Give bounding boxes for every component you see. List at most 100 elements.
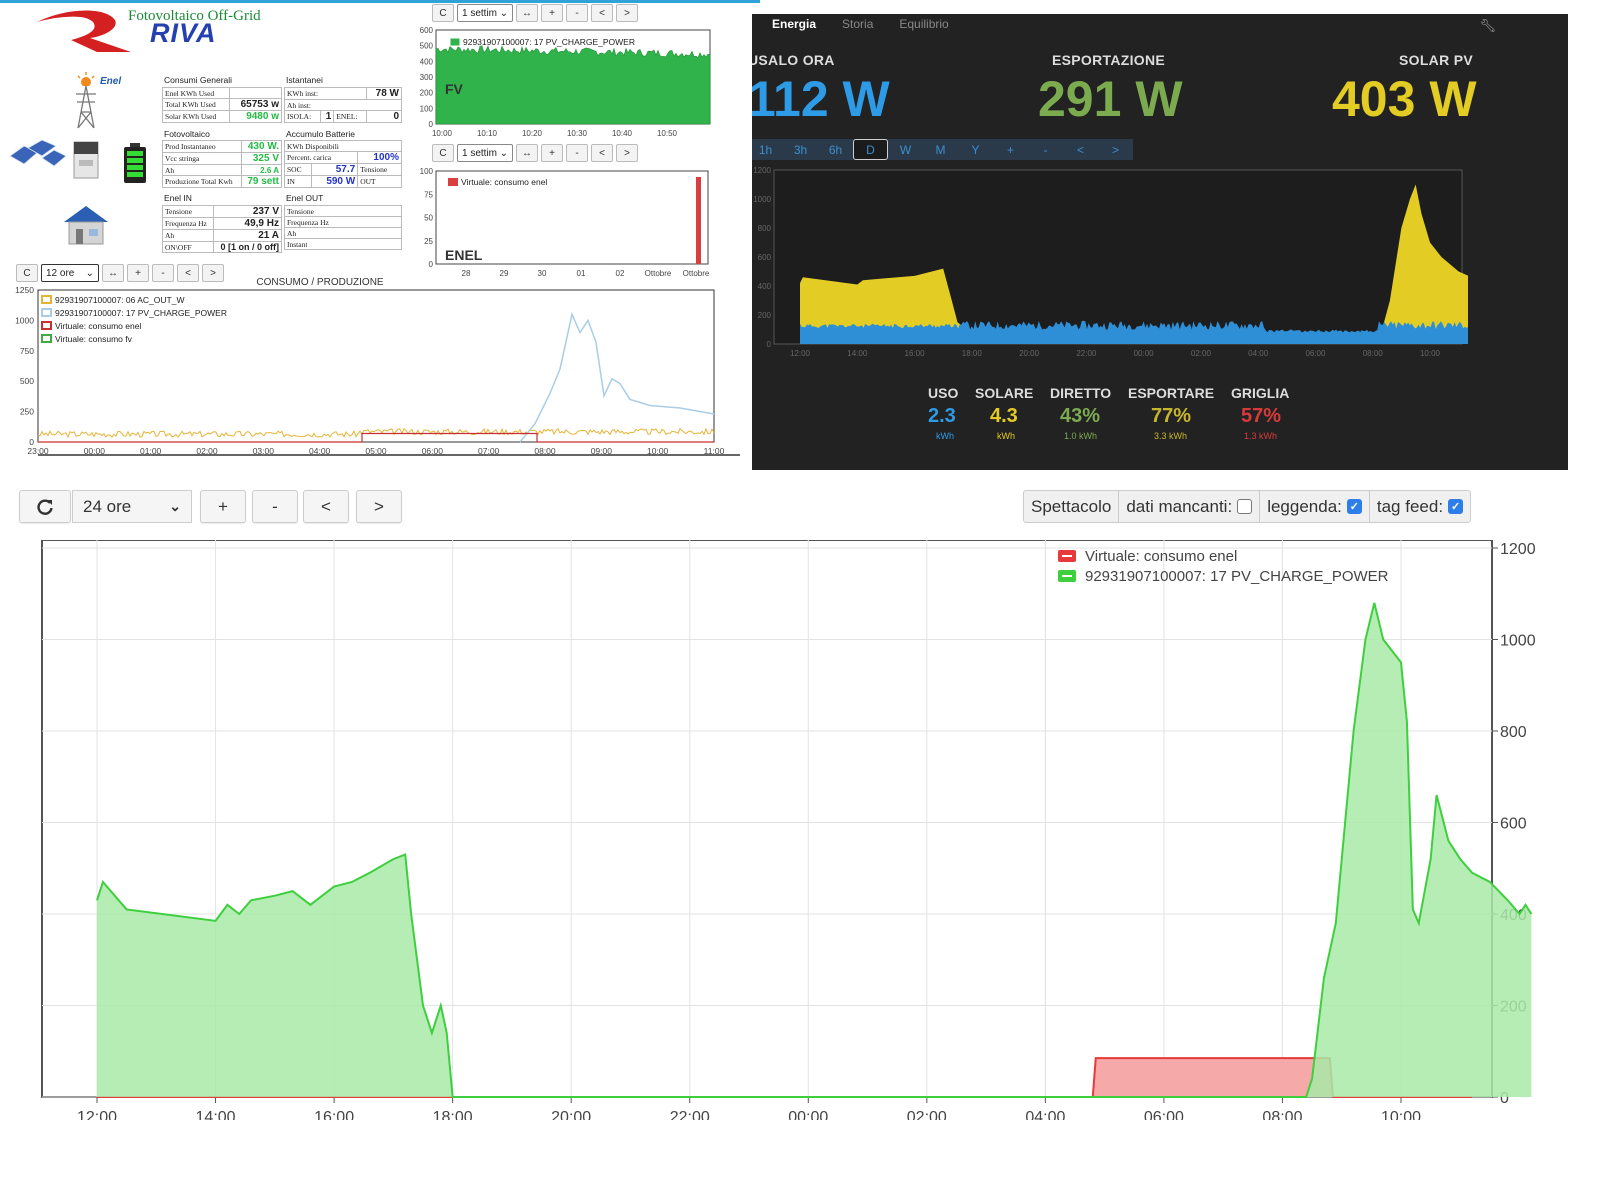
isola-value: 1 bbox=[320, 110, 335, 123]
consumo-x-tick-label: 10:00 bbox=[647, 446, 669, 456]
next-button[interactable]: > bbox=[616, 4, 638, 22]
consumo-x-tick-label: 05:00 bbox=[365, 446, 387, 456]
fv-mini-chart: 600 500 400 300 200 100 0 92931907100007: 17 PV… bbox=[420, 26, 711, 138]
batterie-table: KWh Disponibili Percent. carica 100% SOC 5… bbox=[283, 140, 402, 188]
zoom-in-button[interactable]: + bbox=[1006, 142, 1014, 157]
enel-chart-controls: C 1 settim ⌄ ↔ + - < > bbox=[432, 144, 638, 162]
x-tick-label: 10:00 bbox=[1381, 1109, 1421, 1120]
range-month[interactable]: M bbox=[935, 142, 946, 157]
refresh-button[interactable]: C bbox=[16, 264, 38, 282]
enel-out-table: Tensione Frequenza Hz Ah Instant bbox=[284, 205, 402, 250]
consumo-chart-title: CONSUMO / PRODUZIONE bbox=[256, 277, 384, 288]
consumo-legend-swatch bbox=[41, 321, 52, 330]
dark-energy-chart: 1200 1000 800 600 400 200 0 12:00 14:00 16:00 18:0… bbox=[753, 166, 1468, 358]
tag-feed-checkbox[interactable]: ✓ bbox=[1448, 499, 1464, 514]
enel-in-value: 49,9 Hz bbox=[212, 217, 283, 230]
next-button[interactable]: > bbox=[356, 490, 402, 523]
dark-x-tick-label: 06:00 bbox=[1305, 349, 1326, 358]
legend-option[interactable]: leggenda: ✓ bbox=[1260, 491, 1370, 522]
consumo-x-tick-label: 06:00 bbox=[422, 446, 444, 456]
missing-data-checkbox[interactable] bbox=[1237, 499, 1253, 514]
consumo-x-tick-label: 08:00 bbox=[534, 446, 556, 456]
range-3h[interactable]: 3h bbox=[793, 142, 808, 157]
next-button[interactable]: > bbox=[616, 144, 638, 162]
tab-equilibrio[interactable]: Equilibrio bbox=[899, 17, 949, 31]
next-button[interactable]: > bbox=[202, 264, 224, 282]
refresh-button[interactable]: C bbox=[432, 144, 454, 162]
consumo-x-tick-label: 02:00 bbox=[196, 446, 218, 456]
consumo-x-tick-label: 01:00 bbox=[140, 446, 162, 456]
prev-button[interactable]: < bbox=[591, 144, 613, 162]
consumo-legend-swatch bbox=[41, 295, 52, 304]
fv-y-tick-label: 200 bbox=[420, 89, 434, 98]
fv-y-tick-label: 300 bbox=[420, 73, 434, 82]
kpi-label-usalo: USALO ORA bbox=[752, 52, 835, 68]
zoom-in-button[interactable]: + bbox=[200, 490, 246, 523]
fv-value: 325 V bbox=[241, 152, 282, 165]
expand-button[interactable]: ↔ bbox=[516, 4, 538, 22]
dark-x-tick-label: 20:00 bbox=[1019, 349, 1040, 358]
enel-state-label: ENEL: bbox=[333, 110, 367, 123]
percent-label: Percent. carica bbox=[283, 151, 359, 164]
tab-energia[interactable]: Energia bbox=[772, 17, 817, 31]
range-week[interactable]: W bbox=[899, 142, 912, 157]
prev-button[interactable]: < bbox=[1076, 142, 1084, 157]
zoom-out-button[interactable]: - bbox=[252, 490, 298, 523]
refresh-button[interactable] bbox=[19, 490, 71, 523]
chevron-down-icon: ⌄ bbox=[499, 147, 508, 159]
refresh-button[interactable]: C bbox=[432, 4, 454, 22]
dark-x-tick-label: 10:00 bbox=[1420, 349, 1441, 358]
enel-in-table: Tensione 237 V Frequenza Hz 49,9 Hz Ah 21 A… bbox=[162, 205, 283, 253]
next-button[interactable]: > bbox=[1111, 142, 1119, 157]
expand-button[interactable]: ↔ bbox=[516, 144, 538, 162]
stat-sub-solare: kWh bbox=[997, 431, 1015, 441]
y-tick-label: 600 bbox=[1500, 816, 1527, 833]
range-1h[interactable]: 1h bbox=[758, 142, 773, 157]
brand-subtitle: Fotovoltaico Off-Grid bbox=[128, 8, 261, 24]
chevron-down-icon: ⌄ bbox=[499, 7, 508, 19]
range-day[interactable]: D bbox=[853, 139, 888, 160]
fv-x-tick-label: 10:20 bbox=[522, 129, 543, 138]
zoom-out-button[interactable]: - bbox=[1043, 142, 1048, 157]
range-select[interactable]: 24 ore ⌄ bbox=[72, 490, 192, 523]
zoom-in-button[interactable]: + bbox=[127, 264, 149, 282]
range-select[interactable]: 1 settim ⌄ bbox=[457, 4, 513, 22]
dark-y-tick-label: 1200 bbox=[753, 166, 771, 175]
consumi-title: Consumi Generali bbox=[164, 75, 233, 85]
wrench-icon[interactable]: 🔧︎ bbox=[1479, 18, 1496, 33]
prev-button[interactable]: < bbox=[303, 490, 349, 523]
y-tick-label: 800 bbox=[1500, 724, 1527, 741]
range-6h[interactable]: 6h bbox=[828, 142, 843, 157]
house-icon bbox=[64, 206, 108, 245]
chart-options-bar: Spettacolo dati mancanti: leggenda: ✓ tag… bbox=[1023, 490, 1472, 523]
x-tick-label: 08:00 bbox=[1262, 1109, 1302, 1120]
chevron-down-icon: ⌄ bbox=[169, 498, 181, 514]
zoom-in-button[interactable]: + bbox=[541, 144, 563, 162]
consumo-legend-entry: Virtuale: consumo fv bbox=[55, 334, 133, 344]
battery-icon bbox=[124, 143, 146, 183]
expand-button[interactable]: ↔ bbox=[102, 264, 124, 282]
enel-x-tick-label: 30 bbox=[538, 269, 547, 278]
series-area-pv-charge-power bbox=[97, 602, 1532, 1097]
zoom-out-button[interactable]: - bbox=[566, 4, 588, 22]
consumo-legend-entry: 92931907100007: 06 AC_OUT_W bbox=[55, 295, 184, 305]
zoom-out-button[interactable]: - bbox=[152, 264, 174, 282]
range-year[interactable]: Y bbox=[971, 142, 980, 157]
tab-storia[interactable]: Storia bbox=[842, 17, 874, 31]
stat-value-uso: 2.3 bbox=[928, 405, 956, 427]
prev-button[interactable]: < bbox=[177, 264, 199, 282]
legend-checkbox[interactable]: ✓ bbox=[1346, 499, 1362, 514]
consumi-value: 65753 w bbox=[229, 98, 282, 111]
prev-button[interactable]: < bbox=[591, 4, 613, 22]
range-select[interactable]: 12 ore ⌄ bbox=[41, 264, 99, 282]
dark-y-tick-label: 200 bbox=[758, 311, 772, 320]
range-select[interactable]: 1 settim ⌄ bbox=[457, 144, 513, 162]
missing-data-option[interactable]: dati mancanti: bbox=[1119, 491, 1261, 522]
x-tick-label: 02:00 bbox=[907, 1109, 947, 1120]
tag-feed-option[interactable]: tag feed: ✓ bbox=[1370, 491, 1470, 522]
zoom-in-button[interactable]: + bbox=[541, 4, 563, 22]
dark-y-tick-label: 1000 bbox=[753, 195, 771, 204]
show-button[interactable]: Spettacolo bbox=[1024, 491, 1120, 522]
zoom-out-button[interactable]: - bbox=[566, 144, 588, 162]
consumo-y-tick-label: 750 bbox=[20, 346, 34, 356]
